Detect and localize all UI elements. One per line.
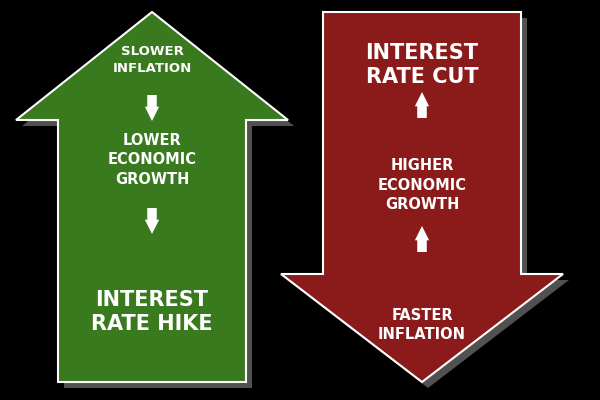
Text: SLOWER
INFLATION: SLOWER INFLATION <box>112 45 191 75</box>
Text: LOWER
ECONOMIC
GROWTH: LOWER ECONOMIC GROWTH <box>107 133 197 187</box>
Polygon shape <box>22 18 294 388</box>
Polygon shape <box>415 226 429 252</box>
Text: INTEREST
RATE HIKE: INTEREST RATE HIKE <box>91 290 213 334</box>
Polygon shape <box>145 95 159 121</box>
Polygon shape <box>287 18 569 388</box>
Polygon shape <box>415 92 429 118</box>
Text: HIGHER
ECONOMIC
GROWTH: HIGHER ECONOMIC GROWTH <box>377 158 467 212</box>
Polygon shape <box>281 12 563 382</box>
Polygon shape <box>16 12 288 382</box>
Polygon shape <box>145 208 159 234</box>
Text: INTEREST
RATE CUT: INTEREST RATE CUT <box>365 43 479 87</box>
Text: FASTER
INFLATION: FASTER INFLATION <box>378 308 466 342</box>
